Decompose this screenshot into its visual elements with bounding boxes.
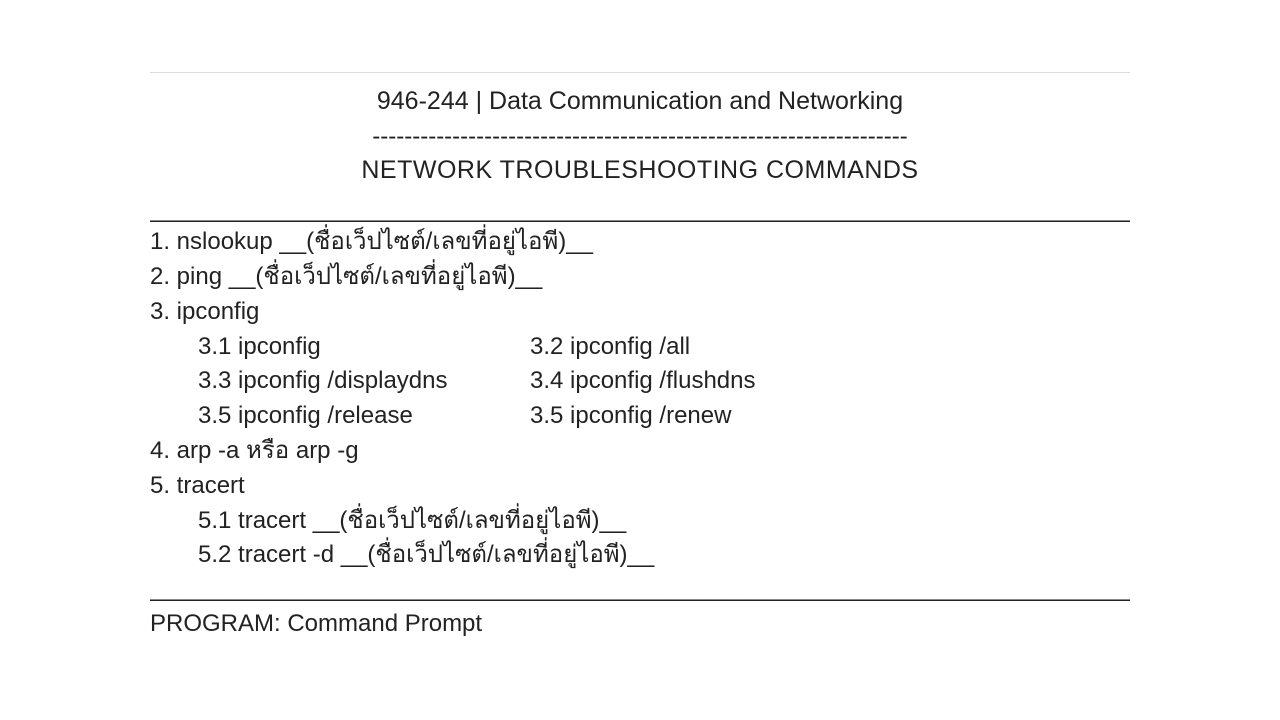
item-tracert: 5. tracert bbox=[150, 469, 1130, 504]
ipconfig-row-3: 3.5 ipconfig /release 3.5 ipconfig /rene… bbox=[150, 399, 1130, 434]
section-subtitle: NETWORK TROUBLESHOOTING COMMANDS bbox=[150, 152, 1130, 190]
underscore-separator-bottom: ________________________________________… bbox=[150, 573, 1130, 604]
ipconfig-row-2: 3.3 ipconfig /displaydns 3.4 ipconfig /f… bbox=[150, 364, 1130, 399]
item-ipconfig-all: 3.2 ipconfig /all bbox=[530, 330, 1130, 365]
item-tracert-basic: 5.1 tracert __(ชื่อเว็ปไซต์/เลขที่อยู่ไอ… bbox=[150, 504, 1130, 539]
item-nslookup: 1. nslookup __(ชื่อเว็ปไซต์/เลขที่อยู่ไอ… bbox=[150, 225, 1130, 260]
document-page: 946-244 | Data Communication and Network… bbox=[0, 0, 1280, 642]
program-label: PROGRAM: Command Prompt bbox=[150, 606, 1130, 642]
item-ping: 2. ping __(ชื่อเว็ปไซต์/เลขที่อยู่ไอพี)_… bbox=[150, 260, 1130, 295]
item-ipconfig-basic: 3.1 ipconfig bbox=[198, 330, 530, 365]
item-tracert-d: 5.2 tracert -d __(ชื่อเว็ปไซต์/เลขที่อยู… bbox=[150, 538, 1130, 573]
item-ipconfig-release: 3.5 ipconfig /release bbox=[198, 399, 530, 434]
command-list: 1. nslookup __(ชื่อเว็ปไซต์/เลขที่อยู่ไอ… bbox=[150, 225, 1130, 573]
item-arp: 4. arp -a หรือ arp -g bbox=[150, 434, 1130, 469]
course-title: 946-244 | Data Communication and Network… bbox=[150, 83, 1130, 119]
underscore-separator-top: ________________________________________… bbox=[150, 194, 1130, 225]
dash-separator: ----------------------------------------… bbox=[150, 121, 1130, 152]
ipconfig-row-1: 3.1 ipconfig 3.2 ipconfig /all bbox=[150, 330, 1130, 365]
item-ipconfig-displaydns: 3.3 ipconfig /displaydns bbox=[198, 364, 530, 399]
item-ipconfig-flushdns: 3.4 ipconfig /flushdns bbox=[530, 364, 1130, 399]
top-horizontal-rule bbox=[150, 72, 1130, 73]
item-ipconfig: 3. ipconfig bbox=[150, 295, 1130, 330]
item-ipconfig-renew: 3.5 ipconfig /renew bbox=[530, 399, 1130, 434]
